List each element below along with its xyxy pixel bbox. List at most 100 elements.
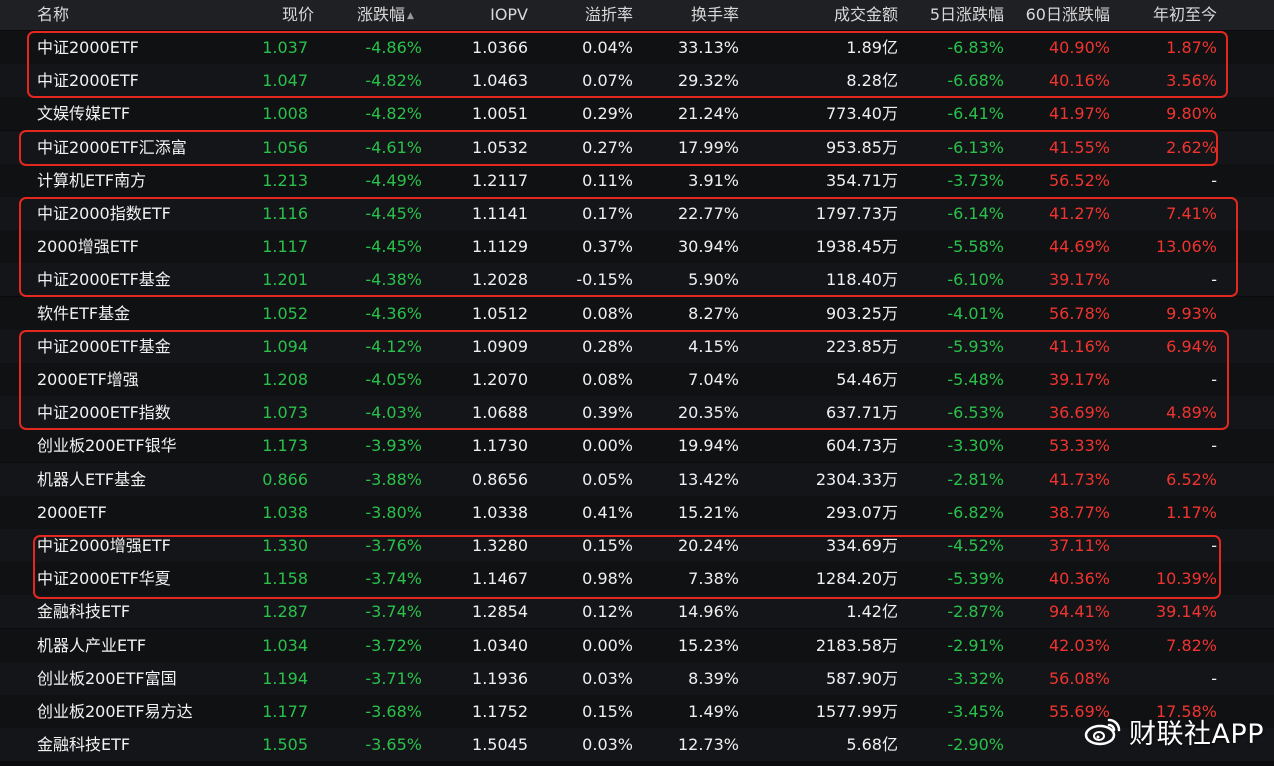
table-row[interactable]: 金融科技ETF 1.505 -3.65% 1.5045 0.03% 12.73% 5.68亿…	[0, 728, 1274, 762]
cell-name: 创业板200ETF银华	[37, 436, 177, 456]
cell-iopv: 1.1129	[472, 237, 528, 257]
cell-change: -4.45%	[365, 204, 422, 223]
cell-premium: 0.37%	[582, 237, 633, 257]
column-header-premium[interactable]: 溢折率	[584, 5, 633, 24]
cell-5d-change: -6.68%	[947, 71, 1004, 91]
cell-iopv: 1.0532	[472, 137, 528, 157]
cell-price: 1.330	[262, 536, 308, 555]
table-row[interactable]: 中证2000ETF指数 1.073 -4.03% 1.0688 0.39% 20.35% 6…	[0, 396, 1274, 430]
cell-name: 中证2000ETF基金	[37, 270, 171, 290]
cell-turnover: 14.96%	[677, 602, 739, 622]
cell-5d-change: -4.01%	[947, 303, 1004, 323]
column-header-ytd[interactable]: 年初至今	[1152, 5, 1217, 24]
cell-ytd: 2.62%	[1166, 137, 1217, 157]
cell-turnover: 20.35%	[677, 403, 739, 423]
cell-amount: 1.42亿	[846, 602, 898, 622]
cell-60d-change: 36.69%	[1048, 403, 1110, 423]
cell-change: -4.12%	[365, 336, 422, 356]
cell-ytd: -	[1211, 436, 1217, 456]
cell-premium: 0.11%	[582, 170, 633, 190]
table-row[interactable]: 机器人ETF基金 0.866 -3.88% 0.8656 0.05% 13.42% 2304…	[0, 462, 1274, 496]
cell-60d-change: 56.08%	[1048, 668, 1110, 688]
cell-premium: 0.98%	[582, 569, 633, 589]
cell-change: -4.82%	[365, 104, 422, 124]
table-row[interactable]: 中证2000增强ETF 1.330 -3.76% 1.3280 0.15% 20.24% 3…	[0, 529, 1274, 562]
table-row[interactable]: 中证2000ETF 1.037 -4.86% 1.0366 0.04% 33.13% 1.8…	[0, 31, 1274, 64]
cell-amount: 903.25万	[826, 303, 898, 323]
cell-5d-change: -6.82%	[947, 502, 1004, 522]
watermark-text: 财联社APP	[1128, 718, 1264, 750]
column-header-price[interactable]: 现价	[281, 5, 314, 24]
cell-price: 1.158	[262, 569, 308, 589]
table-row[interactable]: 2000ETF增强 1.208 -4.05% 1.2070 0.08% 7.04% 54.4…	[0, 363, 1274, 396]
cell-price: 1.194	[262, 668, 308, 688]
table-row[interactable]: 2000增强ETF 1.117 -4.45% 1.1129 0.37% 30.94% 193…	[0, 230, 1274, 264]
cell-name: 计算机ETF南方	[37, 170, 147, 190]
table-row[interactable]: 2000ETF 1.038 -3.80% 1.0338 0.41% 15.21% 293.0…	[0, 495, 1274, 529]
table-row[interactable]: 软件ETF基金 1.052 -4.36% 1.0512 0.08% 8.27% 903.25…	[0, 296, 1274, 330]
table-row[interactable]: 计算机ETF南方 1.213 -4.49% 1.2117 0.11% 3.91% 354.7…	[0, 163, 1274, 197]
cell-amount: 953.85万	[826, 137, 898, 157]
cell-ytd: 3.56%	[1166, 71, 1217, 91]
cell-ytd: -	[1211, 668, 1217, 688]
cell-price: 1.173	[262, 436, 308, 456]
cell-60d-change: 44.69%	[1048, 237, 1110, 257]
table-row[interactable]: 创业板200ETF易方达 1.177 -3.68% 1.1752 0.15% 1.49% 1…	[0, 695, 1274, 728]
column-header-amount[interactable]: 成交金额	[833, 5, 898, 24]
table-row[interactable]: 中证2000ETF基金 1.094 -4.12% 1.0909 0.28% 4.15% 22…	[0, 329, 1274, 363]
cell-change: -4.86%	[365, 38, 422, 57]
watermark: 财联社APP	[1083, 714, 1264, 750]
cell-turnover: 15.23%	[677, 635, 739, 655]
table-row[interactable]: 中证2000指数ETF 1.116 -4.45% 1.1141 0.17% 22.77% 1…	[0, 197, 1274, 230]
sort-up-icon: ▲	[407, 10, 414, 21]
table-row[interactable]: 创业板200ETF富国 1.194 -3.71% 1.1936 0.03% 8.39% 58…	[0, 661, 1274, 695]
cell-60d-change: 41.55%	[1048, 137, 1110, 157]
cell-premium: 0.03%	[582, 668, 633, 688]
table-row[interactable]: 中证2000ETF华夏 1.158 -3.74% 1.1467 0.98% 7.38% 12…	[0, 562, 1274, 596]
cell-ytd: 1.87%	[1166, 38, 1217, 57]
cell-60d-change: 37.11%	[1048, 536, 1110, 555]
cell-turnover: 7.38%	[688, 569, 739, 589]
table-row[interactable]: 文娱传媒ETF 1.008 -4.82% 1.0051 0.29% 21.24% 773.4…	[0, 97, 1274, 131]
cell-5d-change: -2.91%	[947, 635, 1004, 655]
weibo-logo-icon	[1084, 718, 1121, 746]
cell-price: 0.866	[262, 469, 308, 489]
cell-iopv: 1.2028	[472, 270, 528, 290]
column-header-60d-change[interactable]: 60日涨跌幅	[1025, 5, 1110, 24]
cell-60d-change: 40.90%	[1048, 38, 1110, 57]
cell-5d-change: -6.41%	[947, 104, 1004, 124]
table-row[interactable]: 金融科技ETF 1.287 -3.74% 1.2854 0.12% 14.96% 1.42亿…	[0, 595, 1274, 629]
column-header-name[interactable]: 名称	[37, 5, 70, 24]
table-row[interactable]: 创业板200ETF银华 1.173 -3.93% 1.1730 0.00% 19.94% 6…	[0, 429, 1274, 463]
cell-ytd: 6.52%	[1166, 469, 1217, 489]
cell-5d-change: -6.14%	[947, 204, 1004, 223]
cell-turnover: 5.90%	[688, 270, 739, 290]
cell-change: -3.76%	[365, 536, 422, 555]
cell-premium: 0.17%	[582, 204, 633, 223]
cell-ytd: -	[1211, 270, 1217, 290]
table-row[interactable]: 中证2000ETF基金 1.201 -4.38% 1.2028 -0.15% 5.90% 1…	[0, 263, 1274, 297]
cell-premium: 0.15%	[582, 702, 633, 721]
cell-price: 1.094	[262, 336, 308, 356]
table-row[interactable]: 中证2000ETF 1.047 -4.82% 1.0463 0.07% 29.32% 8.2…	[0, 64, 1274, 98]
cell-change: -3.80%	[365, 502, 422, 522]
column-header-change[interactable]: 涨跌幅 ▲	[357, 0, 414, 30]
cell-amount: 354.71万	[826, 170, 898, 190]
cell-60d-change: 39.17%	[1048, 370, 1110, 389]
table-header: 名称 现价 涨跌幅 ▲ IOPV 溢折率 换手率 成交金额 5日涨跌幅 60日涨跌…	[0, 0, 1274, 30]
table-row[interactable]: 机器人产业ETF 1.034 -3.72% 1.0340 0.00% 15.23% 2183…	[0, 628, 1274, 662]
cell-ytd: -	[1211, 536, 1217, 555]
cell-premium: 0.00%	[582, 635, 633, 655]
cell-ytd: -	[1211, 370, 1217, 389]
cell-5d-change: -6.13%	[947, 137, 1004, 157]
cell-iopv: 1.2117	[472, 170, 528, 190]
cell-amount: 587.90万	[826, 668, 898, 688]
cell-60d-change: 41.16%	[1048, 336, 1110, 356]
table-row[interactable]: 中证2000ETF汇添富 1.056 -4.61% 1.0532 0.27% 17.99%…	[0, 130, 1274, 164]
cell-ytd: 9.93%	[1166, 303, 1217, 323]
cell-premium: -0.15%	[576, 270, 633, 290]
column-header-turnover[interactable]: 换手率	[690, 5, 739, 24]
cell-60d-change: 55.69%	[1048, 702, 1110, 721]
column-header-iopv[interactable]: IOPV	[490, 5, 528, 24]
column-header-5d-change[interactable]: 5日涨跌幅	[929, 5, 1004, 24]
